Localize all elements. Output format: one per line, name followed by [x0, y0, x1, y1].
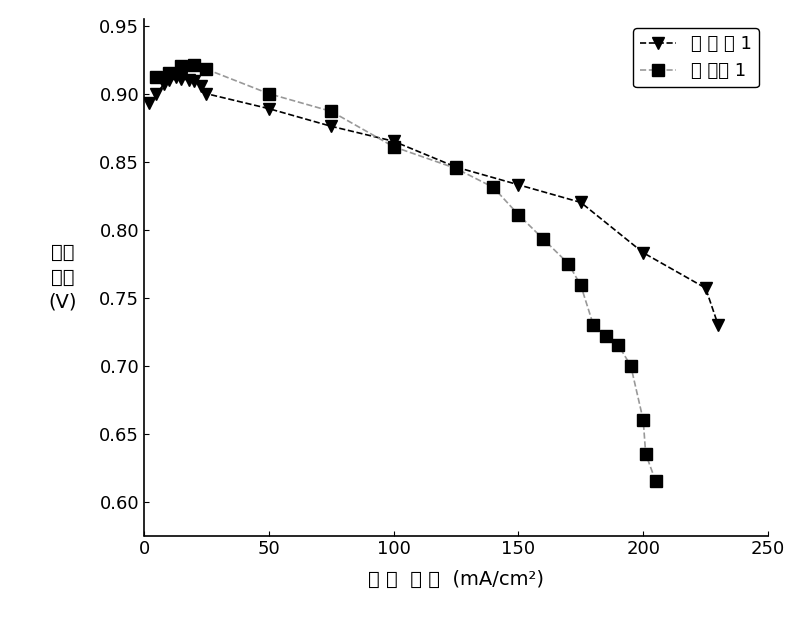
比 较例 1	[538, 236, 548, 243]
实 施 例 1	[638, 249, 648, 256]
比 较例 1	[264, 90, 274, 98]
比 较例 1	[514, 211, 523, 219]
比 较例 1	[638, 416, 648, 424]
比 较例 1	[177, 63, 186, 71]
比 较例 1	[189, 61, 198, 69]
Line: 比 较例 1: 比 较例 1	[150, 59, 662, 488]
Legend: 实 施 例 1, 比 较例 1: 实 施 例 1, 比 较例 1	[633, 28, 759, 88]
Text: 阴极
电位
(V): 阴极 电位 (V)	[49, 243, 77, 312]
比 较例 1	[589, 321, 598, 329]
实 施 例 1	[144, 100, 154, 107]
实 施 例 1	[326, 122, 336, 130]
比 较例 1	[614, 341, 623, 349]
X-axis label: 电 流  密 度  (mA/cm²): 电 流 密 度 (mA/cm²)	[368, 570, 544, 588]
比 较例 1	[651, 478, 661, 485]
比 较例 1	[202, 66, 211, 73]
实 施 例 1	[451, 163, 461, 171]
比 较例 1	[164, 69, 174, 77]
比 较例 1	[563, 260, 573, 267]
实 施 例 1	[189, 77, 198, 85]
比 较例 1	[601, 332, 610, 340]
Line: 实 施 例 1: 实 施 例 1	[142, 71, 724, 331]
比 较例 1	[152, 74, 162, 81]
实 施 例 1	[164, 76, 174, 84]
实 施 例 1	[701, 284, 710, 292]
实 施 例 1	[202, 90, 211, 98]
比 较例 1	[489, 184, 498, 192]
实 施 例 1	[159, 81, 169, 88]
比 较例 1	[641, 450, 650, 458]
比 较例 1	[576, 282, 586, 289]
实 施 例 1	[514, 181, 523, 188]
实 施 例 1	[177, 75, 186, 83]
实 施 例 1	[714, 321, 723, 329]
实 施 例 1	[576, 198, 586, 206]
实 施 例 1	[197, 82, 206, 89]
实 施 例 1	[184, 76, 194, 84]
实 施 例 1	[264, 105, 274, 112]
实 施 例 1	[172, 74, 182, 81]
实 施 例 1	[152, 90, 162, 98]
实 施 例 1	[389, 137, 398, 145]
比 较例 1	[326, 108, 336, 115]
比 较例 1	[626, 362, 635, 369]
比 较例 1	[389, 143, 398, 151]
比 较例 1	[451, 164, 461, 172]
